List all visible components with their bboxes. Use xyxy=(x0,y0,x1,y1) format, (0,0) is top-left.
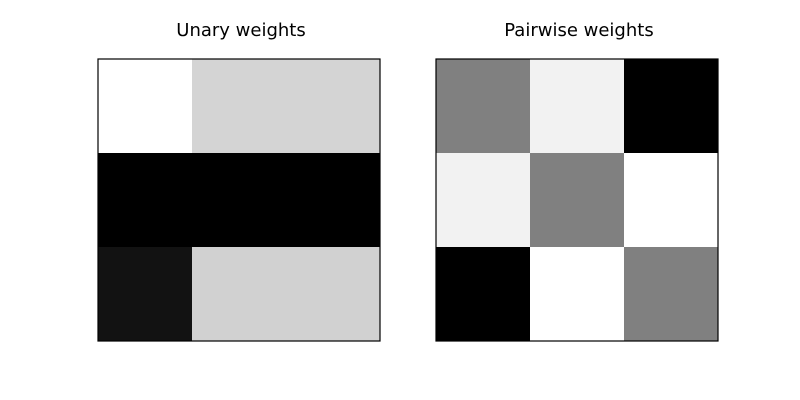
plot-frame xyxy=(97,58,381,342)
chart-title: Pairwise weights xyxy=(504,20,654,41)
pairwise-weights-panel: Pairwise weights xyxy=(434,0,724,400)
heatmap-cell-r2-c0 xyxy=(98,247,193,342)
heatmap-cell-r1-c1 xyxy=(192,153,287,248)
heatmap-cell-r0-c1 xyxy=(530,59,625,154)
unary-weights-panel: Unary weights xyxy=(96,0,386,400)
heatmap-cell-r2-c2 xyxy=(624,247,719,342)
heatmap-cell-r0-c2 xyxy=(624,59,719,154)
heatmap-cell-r2-c2 xyxy=(286,247,381,342)
heatmap-cell-r1-c1 xyxy=(530,153,625,248)
unary-weights-heatmap xyxy=(97,58,381,342)
heatmap-cell-r1-c0 xyxy=(436,153,531,248)
heatmap-cell-r1-c2 xyxy=(624,153,719,248)
plot-frame xyxy=(435,58,719,342)
heatmap-cell-r0-c1 xyxy=(192,59,287,154)
heatmap-cell-r1-c0 xyxy=(98,153,193,248)
heatmap-cell-r2-c1 xyxy=(530,247,625,342)
chart-title: Unary weights xyxy=(176,20,306,41)
heatmap-cell-r1-c2 xyxy=(286,153,381,248)
pairwise-weights-heatmap xyxy=(435,58,719,342)
heatmap-cell-r2-c1 xyxy=(192,247,287,342)
heatmap-cell-r2-c0 xyxy=(436,247,531,342)
heatmap-cell-r0-c0 xyxy=(436,59,531,154)
heatmap-cell-r0-c0 xyxy=(98,59,193,154)
heatmap-cell-r0-c2 xyxy=(286,59,381,154)
